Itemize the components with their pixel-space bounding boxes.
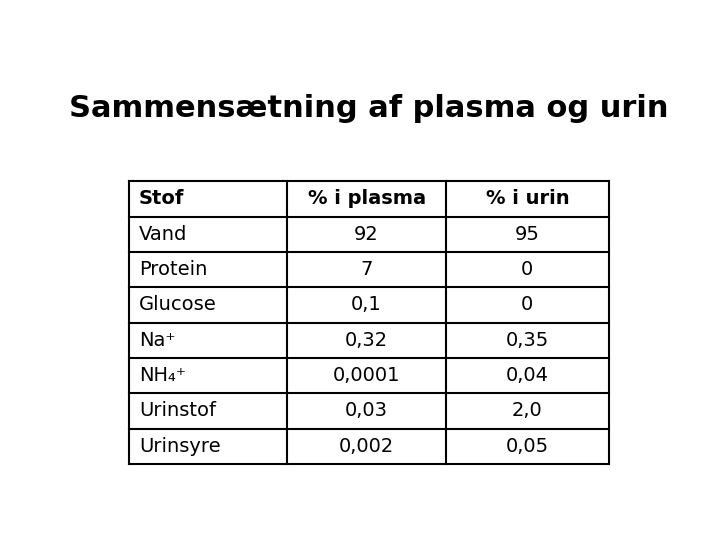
Text: 2,0: 2,0 <box>512 401 543 421</box>
Text: 0: 0 <box>521 295 534 314</box>
Text: 95: 95 <box>515 225 540 244</box>
Text: 0: 0 <box>521 260 534 279</box>
Text: 0,03: 0,03 <box>345 401 388 421</box>
Text: Protein: Protein <box>139 260 207 279</box>
Text: NH₄⁺: NH₄⁺ <box>139 366 186 385</box>
Text: Stof: Stof <box>139 190 184 208</box>
Text: % i plasma: % i plasma <box>307 190 426 208</box>
Text: Urinstof: Urinstof <box>139 401 216 421</box>
Text: Glucose: Glucose <box>139 295 217 314</box>
Text: 0,32: 0,32 <box>345 331 388 350</box>
Text: 0,35: 0,35 <box>505 331 549 350</box>
Text: 0,1: 0,1 <box>351 295 382 314</box>
Text: % i urin: % i urin <box>485 190 570 208</box>
Text: Na⁺: Na⁺ <box>139 331 176 350</box>
Text: 92: 92 <box>354 225 379 244</box>
Text: Vand: Vand <box>139 225 187 244</box>
Text: 0,0001: 0,0001 <box>333 366 400 385</box>
Text: Sammensætning af plasma og urin: Sammensætning af plasma og urin <box>69 94 669 123</box>
Text: 7: 7 <box>361 260 373 279</box>
Text: 0,002: 0,002 <box>339 437 395 456</box>
Text: Urinsyre: Urinsyre <box>139 437 221 456</box>
Text: 0,04: 0,04 <box>506 366 549 385</box>
Text: 0,05: 0,05 <box>505 437 549 456</box>
